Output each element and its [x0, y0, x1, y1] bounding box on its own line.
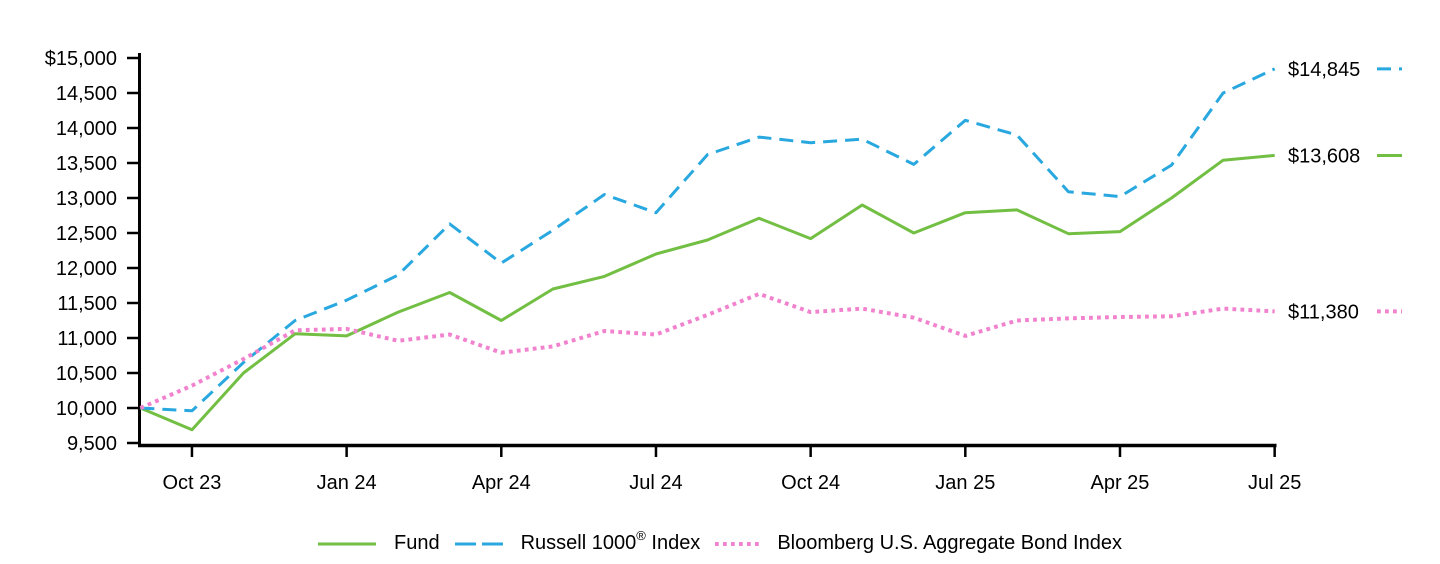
x-axis-tick-label: Jan 25 [935, 472, 995, 494]
y-axis-tick-label: 12,500 [56, 223, 117, 245]
fund-end-value-label: $13,608 [1288, 145, 1360, 167]
legend-item-bloomberg-u-s-aggregate-bond-index: Bloomberg U.S. Aggregate Bond Index [715, 532, 1122, 555]
russell-1000-index-end-value-label: $14,845 [1288, 59, 1360, 81]
y-axis-tick-label: 10,000 [56, 398, 117, 420]
y-axis-tick-label: $15,000 [45, 48, 117, 70]
x-axis-tick-label: Jul 25 [1248, 472, 1301, 494]
y-axis-tick-label: 11,000 [57, 328, 117, 350]
x-axis-tick-label: Jan 24 [317, 472, 377, 494]
y-axis-tick-label: 14,000 [56, 118, 117, 140]
legend-item-fund: Fund [318, 532, 440, 555]
fund-legend-label: Fund [394, 532, 440, 554]
y-axis-tick-label: 14,500 [56, 83, 117, 105]
bloomberg-u-s-aggregate-bond-index-legend-swatch [715, 541, 760, 546]
chart-legend: Fund Russell 1000® Index Bloomberg U.S. Ag… [0, 528, 1440, 555]
fund-legend-swatch [318, 542, 377, 545]
bloomberg-u-s-aggregate-bond-index-legend-label: Bloomberg U.S. Aggregate Bond Index [777, 532, 1122, 554]
russell-1000-index-legend-swatch [454, 542, 503, 545]
x-axis-tick-label: Oct 23 [162, 472, 221, 494]
russell-1000-index-line [140, 67, 1276, 413]
y-axis-tick-label: 10,500 [56, 363, 117, 385]
bloomberg-u-s-aggregate-bond-index-end-value-label: $11,380 [1288, 301, 1359, 323]
x-axis-tick-label: Apr 25 [1091, 472, 1150, 494]
x-axis-tick-label: Apr 24 [472, 472, 531, 494]
chart-canvas: $15,000 14,500 14,000 13,500 13,000 12,500 12,… [45, 48, 1402, 494]
y-axis-tick-label: 13,000 [56, 188, 117, 210]
y-axis-tick-label: 11,500 [57, 293, 117, 315]
x-axis-tick-label: Jul 24 [629, 472, 682, 494]
fund-line [139, 153, 1275, 432]
x-axis-tick-label: Oct 24 [781, 472, 840, 494]
y-axis-tick-label: 13,500 [56, 153, 117, 175]
russell-1000-index-legend-label: Russell 1000® Index [520, 528, 701, 554]
bloomberg-u-s-aggregate-bond-index-line [139, 291, 1275, 410]
registered-trademark-symbol: ® [636, 528, 646, 544]
y-axis-tick-label: 9,500 [67, 433, 117, 455]
y-axis-tick-label: 12,000 [56, 258, 117, 280]
legend-item-russell-1000-index: Russell 1000® Index [454, 528, 701, 555]
